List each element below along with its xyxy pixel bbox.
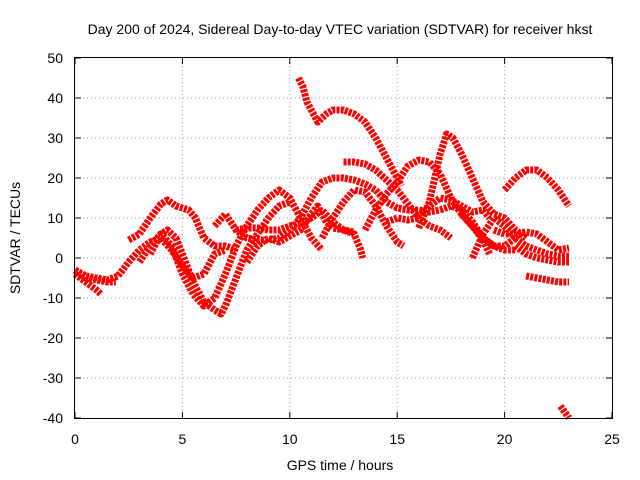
series-arc-21: [513, 243, 569, 266]
chart-title: Day 200 of 2024, Sidereal Day-to-day VTE…: [88, 21, 593, 37]
series-arc-4: [126, 196, 238, 254]
series-arc-1: [73, 234, 227, 284]
y-tick-label: -10: [43, 290, 63, 306]
y-axis-label: SDTVAR / TECUs: [7, 182, 23, 294]
x-tick-label: 0: [71, 431, 79, 447]
y-tick-label: -40: [43, 410, 63, 426]
series-arc-3: [72, 267, 116, 286]
series-arc-23: [557, 403, 572, 421]
x-tick-label: 25: [604, 431, 620, 447]
y-axis: -40 -30 -20 -10 0 10 20 30 40 50: [43, 50, 612, 426]
x-axis-label: GPS time / hours: [287, 457, 394, 473]
series-arc-12: [343, 158, 453, 241]
series-arc-20: [501, 166, 572, 208]
y-tick-label: -30: [43, 370, 63, 386]
x-axis: 0 5 10 15 20 25: [71, 58, 620, 447]
y-tick-label: 20: [47, 170, 63, 186]
series-arc-9: [243, 202, 355, 264]
y-tick-label: 0: [55, 250, 63, 266]
x-tick-label: 10: [282, 431, 298, 447]
series-arc-15: [415, 130, 529, 241]
x-tick-label: 20: [497, 431, 513, 447]
y-tick-label: 30: [47, 130, 63, 146]
y-tick-label: -20: [43, 330, 63, 346]
x-tick-label: 5: [179, 431, 187, 447]
series-arc-14: [385, 194, 493, 226]
series-arc-22: [525, 272, 569, 286]
series-arc-10: [295, 76, 405, 188]
series-arc-11: [318, 186, 406, 249]
y-tick-label: 10: [47, 210, 63, 226]
y-tick-label: 40: [47, 90, 63, 106]
data-series: [72, 76, 572, 421]
plot-frame: [74, 57, 613, 419]
series-arc-13: [361, 156, 516, 254]
series-arc-19: [492, 226, 570, 254]
series-arc-18: [469, 214, 569, 260]
x-tick-label: 15: [389, 431, 405, 447]
series-arc-6: [147, 186, 325, 310]
y-tick-label: 50: [47, 50, 63, 66]
